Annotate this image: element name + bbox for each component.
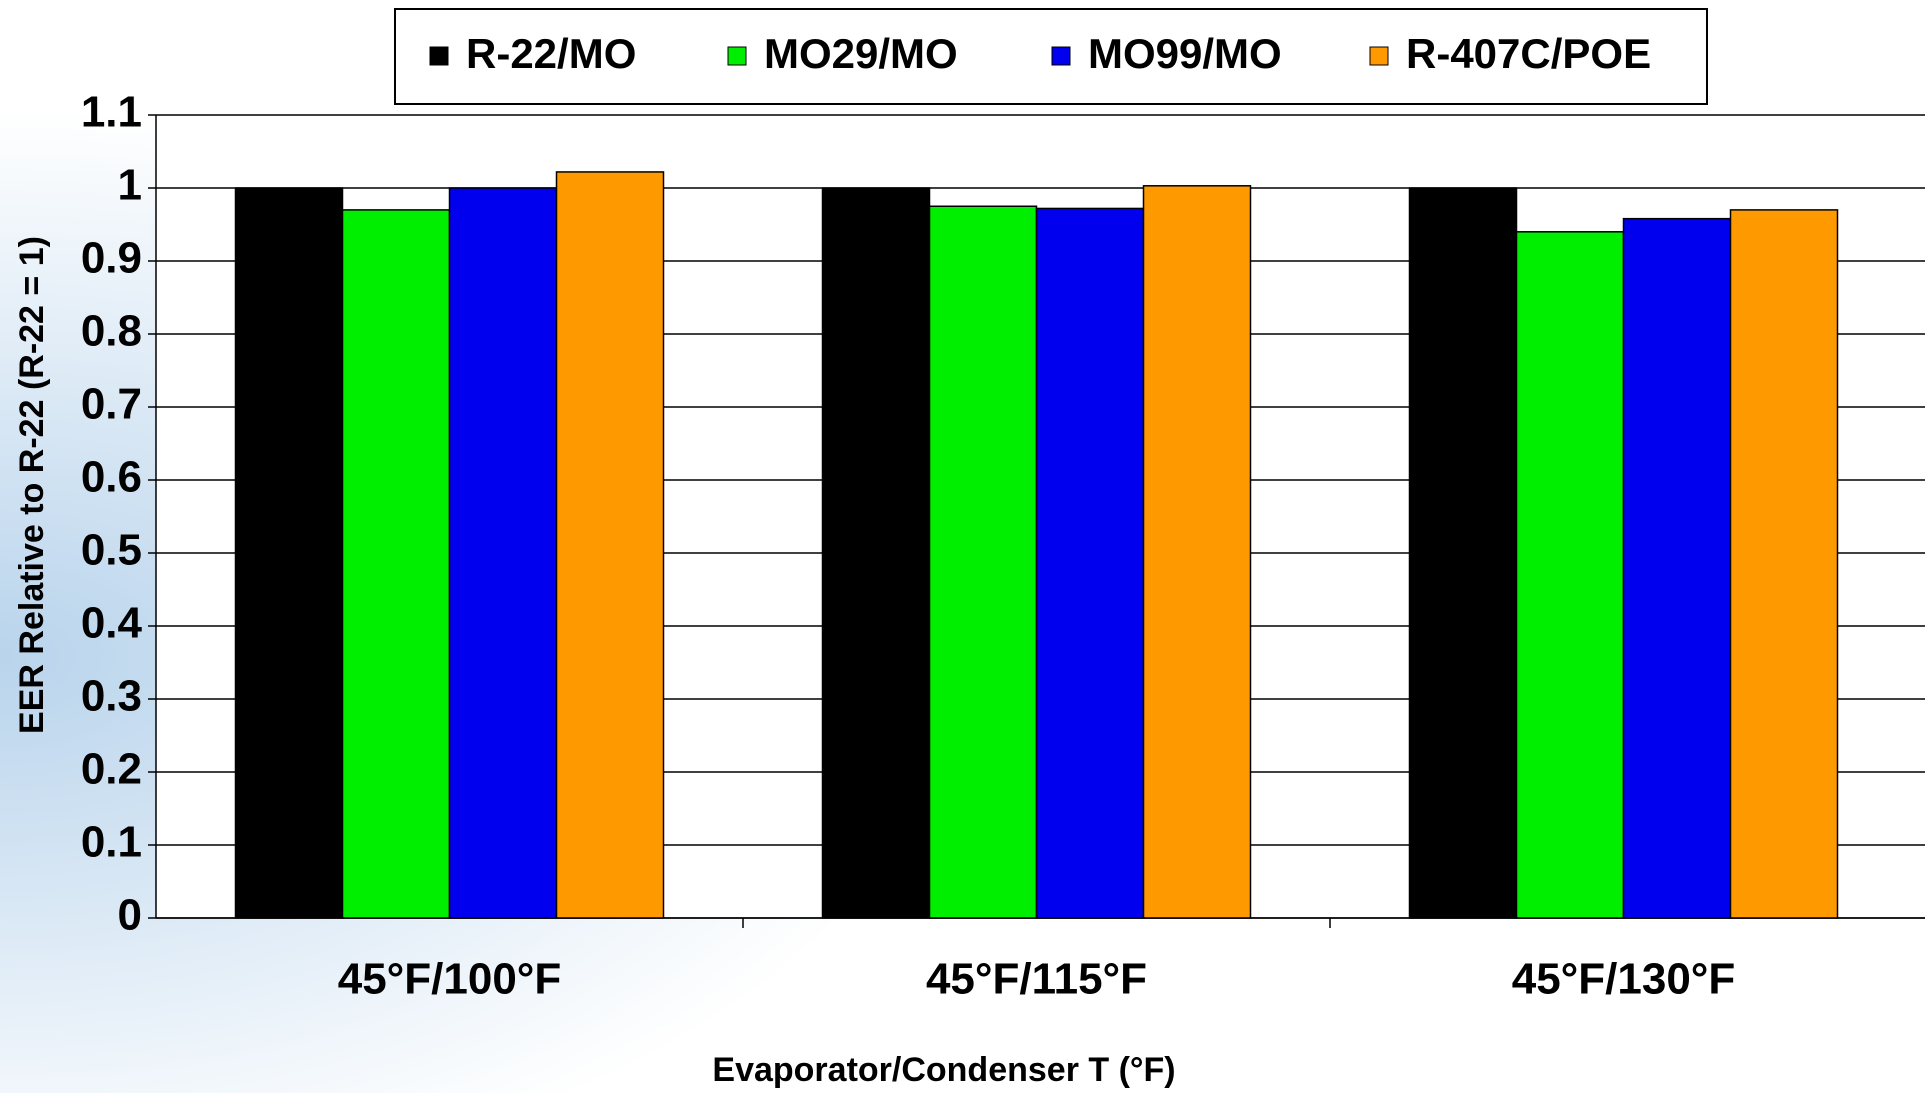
bar: [234, 187, 344, 919]
bar: [928, 205, 1038, 919]
bar: [1035, 207, 1145, 919]
y-tick-label: 0.4: [81, 599, 143, 648]
legend-label: MO99/MO: [1088, 30, 1282, 77]
legend: [394, 8, 1708, 105]
y-tick-label: 1: [118, 161, 142, 210]
legend-label: R-22/MO: [466, 30, 636, 77]
y-tick-label: 0.9: [81, 234, 142, 283]
bar: [1408, 187, 1518, 919]
y-axis-title: EER Relative to R-22 (R-22 = 1): [13, 236, 51, 734]
y-tick-label: 0.6: [81, 453, 142, 502]
legend-swatch: [429, 46, 449, 66]
bar: [1729, 209, 1839, 919]
y-tick-label: 0: [118, 891, 142, 940]
x-tick-label: 45°F/115°F: [926, 955, 1147, 1004]
bar: [1142, 185, 1252, 919]
bar: [341, 209, 451, 919]
bar: [1515, 231, 1625, 919]
legend-swatch: [727, 46, 747, 66]
y-tick-label: 0.2: [81, 745, 142, 794]
x-tick-label: 45°F/130°F: [1512, 955, 1736, 1004]
bar: [821, 187, 931, 919]
bar: [555, 171, 665, 919]
bar: [448, 187, 558, 919]
bar: [1622, 217, 1732, 919]
y-tick-label: 0.3: [81, 672, 142, 721]
y-tick-label: 0.8: [81, 307, 142, 356]
legend-swatch: [1369, 46, 1389, 66]
y-tick-label: 0.7: [81, 380, 142, 429]
x-axis-title: Evaporator/Condenser T (°F): [712, 1051, 1175, 1089]
y-tick-label: 1.1: [81, 88, 142, 137]
y-tick-label: 0.1: [81, 818, 142, 867]
y-tick-label: 0.5: [81, 526, 142, 575]
legend-label: R-407C/POE: [1406, 30, 1651, 77]
x-tick-label: 45°F/100°F: [338, 955, 562, 1004]
legend-label: MO29/MO: [764, 30, 958, 77]
legend-swatch: [1051, 46, 1071, 66]
